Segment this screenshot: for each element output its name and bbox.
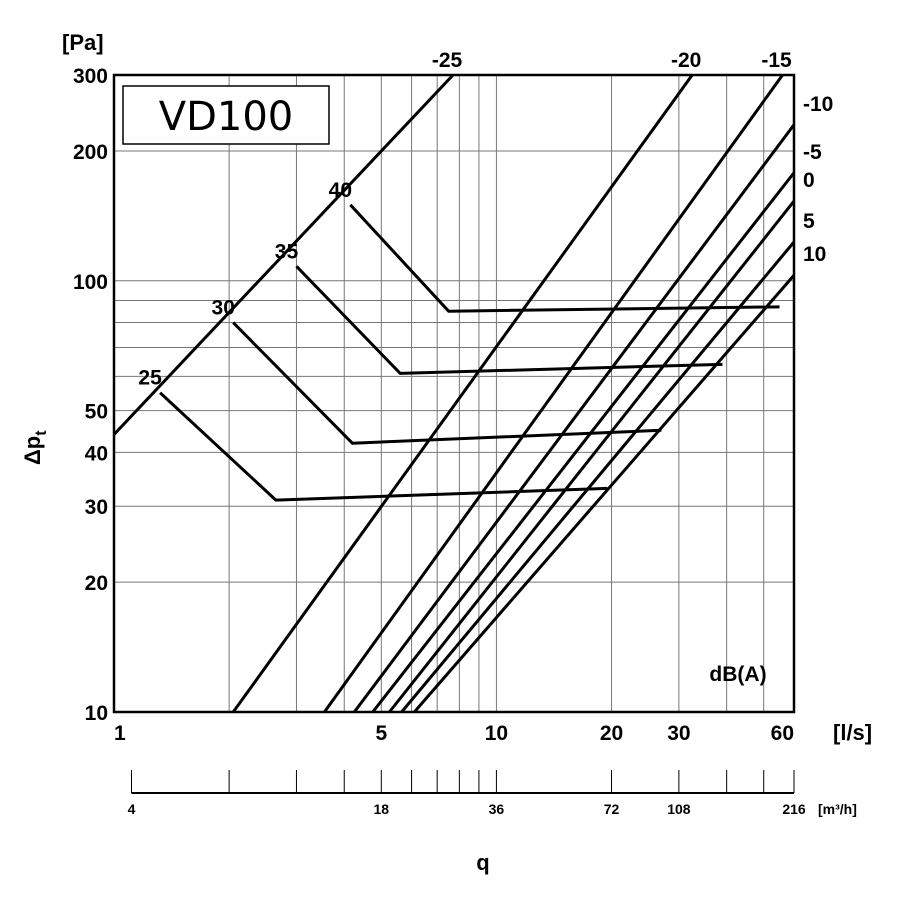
secondary-tick-label: 4 [128, 801, 136, 817]
series-line [353, 123, 796, 713]
model-title: VD100 [159, 94, 294, 140]
setting-line [159, 391, 608, 502]
y-tick-label: 20 [85, 572, 108, 595]
series-line [413, 274, 796, 713]
x-tick-label: 60 [771, 722, 794, 745]
series-group-label: dB(A) [709, 663, 766, 686]
x-tick-label: 30 [667, 722, 690, 745]
setting-line [349, 203, 780, 313]
y-axis-label-main: Δp [20, 436, 45, 465]
y-axis-label: Δpt [20, 430, 50, 465]
secondary-tick-label: 108 [667, 801, 691, 817]
y-tick-label: 200 [73, 141, 108, 164]
series-label: -20 [671, 49, 701, 72]
y-tick-label: 40 [85, 442, 108, 465]
x-tick-label: 5 [375, 722, 387, 745]
series-label: 0 [803, 169, 815, 192]
setting-label: 30 [212, 297, 235, 320]
y-tick-label: 30 [85, 496, 108, 519]
series-line [400, 241, 796, 713]
series-line [371, 171, 796, 713]
secondary-tick-label: 36 [489, 801, 505, 817]
y-axis-label-sub: t [33, 430, 50, 436]
secondary-x-axis: 4 18 36 72 108 216 [128, 770, 806, 817]
series-label: 5 [803, 210, 815, 233]
secondary-unit-label: [m³/h] [818, 801, 857, 817]
series-label: -10 [803, 93, 833, 116]
y-unit-label: [Pa] [62, 30, 104, 55]
series-lines [112, 73, 796, 713]
x-tick-label: 10 [485, 722, 508, 745]
y-tick-label: 50 [85, 401, 108, 424]
x-tick-label: 1 [114, 722, 126, 745]
x-unit-label: [l/s] [833, 720, 872, 745]
setting-label: 40 [329, 179, 352, 202]
secondary-tick-label: 72 [604, 801, 620, 817]
x-tick-label: 20 [600, 722, 623, 745]
series-label: -25 [432, 49, 463, 72]
setting-label: 35 [275, 240, 299, 263]
series-line [232, 74, 694, 713]
model-box [122, 85, 330, 145]
series-line [112, 73, 455, 436]
series-label: -15 [761, 49, 792, 72]
series-line [323, 74, 784, 713]
setting-line [232, 321, 662, 445]
y-tick-label: 100 [73, 271, 108, 294]
series-line [388, 200, 796, 713]
series-label: -5 [803, 141, 822, 164]
secondary-tick-label: 216 [782, 801, 806, 817]
x-axis-label: q [476, 850, 489, 875]
series-label: 10 [803, 243, 826, 266]
y-tick-label: 10 [85, 702, 108, 725]
secondary-tick-label: 18 [374, 801, 390, 817]
y-tick-label: 300 [73, 65, 108, 88]
setting-line [295, 265, 723, 375]
plot-frame [112, 73, 796, 714]
setting-label: 25 [138, 367, 162, 390]
